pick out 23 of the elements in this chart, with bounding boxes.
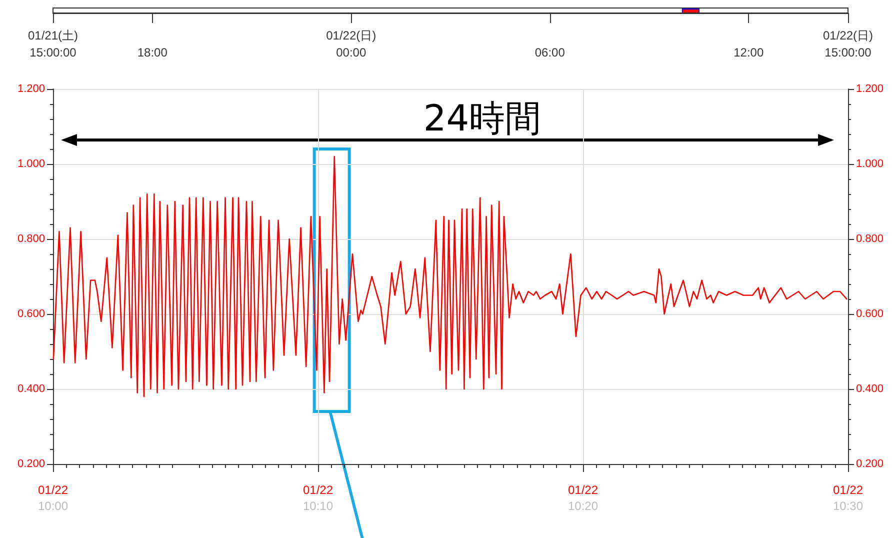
x-tick-label: 01/22 10:00 xyxy=(38,483,68,513)
x2-tick-label: 01/22(日) 15:00:00 xyxy=(822,28,874,60)
annotation: 24時間 xyxy=(423,98,542,140)
x2-tick-label: 18:00 xyxy=(137,46,168,60)
y2-tick-label: 1.000 xyxy=(856,158,884,170)
y-tick-label: 0.200 xyxy=(17,458,45,470)
y2-tick-label: 0.600 xyxy=(856,308,884,320)
y2-tick-label: 0.800 xyxy=(856,233,884,245)
x2-tick-label: 12:00 xyxy=(734,46,764,60)
x2-tick-label: 01/22(日) 00:00 xyxy=(326,28,376,60)
y-tick-label: 0.400 xyxy=(17,383,45,395)
y-tick-label: 1.000 xyxy=(17,158,45,170)
x-tick-label: 01/22 10:30 xyxy=(832,483,864,513)
x-tick-label: 01/22 10:20 xyxy=(568,483,598,513)
x2-tick-label: 06:00 xyxy=(534,46,566,60)
x-tick-label: 01/22 10:10 xyxy=(302,483,334,513)
y2-tick-label: 0.400 xyxy=(856,383,884,395)
y-tick-label: 1.200 xyxy=(17,83,45,95)
y2-tick-label: 1.200 xyxy=(856,83,884,95)
y-tick-label: 0.800 xyxy=(17,233,45,245)
x2-tick-label: 01/21(土) 15:00:00 xyxy=(28,28,78,60)
y2-tick-label: 0.200 xyxy=(856,458,884,470)
y-tick-label: 0.600 xyxy=(17,308,45,320)
